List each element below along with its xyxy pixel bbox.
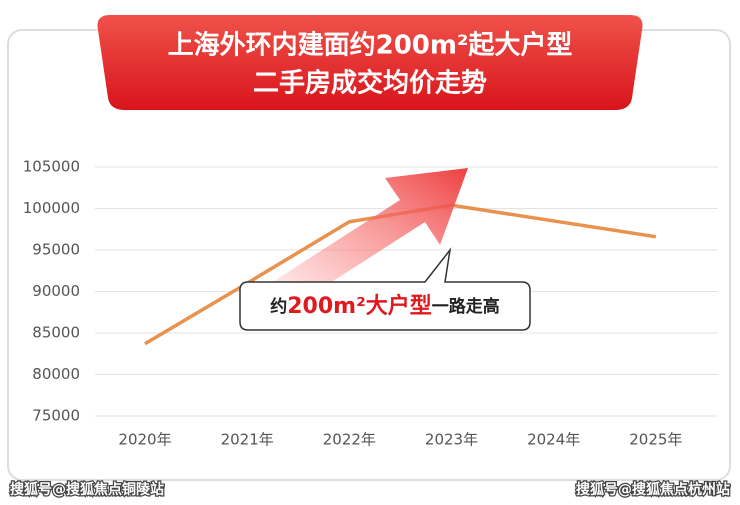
- y-tick-label: 75000: [32, 407, 80, 425]
- x-tick-label: 2022年: [323, 431, 376, 449]
- y-tick-label: 105000: [23, 158, 80, 176]
- y-tick-label: 80000: [32, 365, 80, 383]
- callout: 约200m²大户型一路走高: [270, 293, 499, 319]
- callout-box: [239, 247, 531, 331]
- plot-area: 75000 80000 85000 90000 95000 100000 105000 202…: [23, 158, 718, 449]
- y-tick-label: 95000: [32, 241, 80, 259]
- chart-title: 上海外环内建面约200m²起大户型: [168, 30, 573, 61]
- watermark: 搜狐号@搜狐焦点杭州站: [576, 481, 730, 498]
- x-tick-label: 2020年: [118, 431, 171, 449]
- x-tick-label: 2025年: [629, 431, 682, 449]
- x-tick-label: 2024年: [527, 431, 580, 449]
- callout-prefix: 约: [270, 296, 287, 317]
- x-tick-label: 2023年: [425, 431, 478, 449]
- trend-arrow: [260, 168, 468, 312]
- y-tick-label: 100000: [23, 199, 80, 217]
- y-tick-label: 85000: [32, 324, 80, 342]
- watermark: 搜狐号@搜狐焦点铜陵站: [10, 481, 164, 498]
- chart-subtitle: 二手房成交均价走势: [253, 68, 487, 99]
- callout-highlight: 200m²大户型: [287, 293, 431, 319]
- x-tick-label: 2021年: [221, 431, 274, 449]
- callout-suffix: 一路走高: [432, 296, 500, 317]
- y-tick-label: 90000: [32, 282, 80, 300]
- title-banner: [97, 15, 643, 110]
